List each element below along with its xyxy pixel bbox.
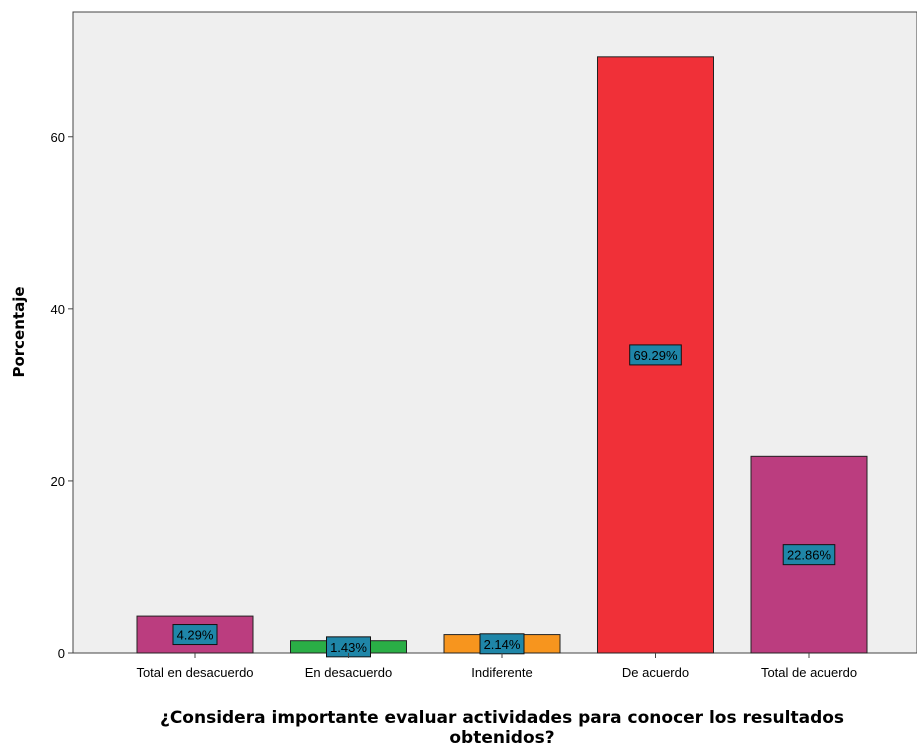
- x-axis-title-line-1: ¿Considera importante evaluar actividade…: [160, 708, 844, 728]
- y-tick-label: 60: [51, 130, 65, 145]
- x-tick-label: En desacuerdo: [305, 665, 392, 680]
- y-tick-label: 40: [51, 302, 65, 317]
- data-label: 1.43%: [330, 640, 367, 655]
- data-label-box: [782, 544, 836, 566]
- x-tick-label: Indiferente: [471, 665, 532, 680]
- x-tick-label: Total de acuerdo: [761, 665, 857, 680]
- data-label: 22.86%: [787, 548, 832, 563]
- x-axis-title-line-2: obtenidos?: [449, 728, 554, 748]
- data-label: 2.14%: [484, 637, 521, 652]
- data-label: 69.29%: [633, 348, 678, 363]
- x-axis: Total en desacuerdo En desacuerdo Indifere…: [136, 653, 857, 680]
- data-label-box: [629, 344, 682, 366]
- y-axis: 0 20 40 60: [51, 130, 73, 661]
- bars-group: 4.29% 1.43% 2.14% 69.29% 22.86%: [136, 56, 868, 658]
- y-tick-label: 0: [58, 646, 65, 661]
- y-axis-title: Porcentaje: [10, 286, 28, 377]
- data-label-box: [172, 624, 218, 646]
- y-tick-label: 20: [51, 474, 65, 489]
- x-tick-label: Total en desacuerdo: [136, 665, 253, 680]
- data-label: 4.29%: [177, 628, 214, 643]
- x-tick-label: De acuerdo: [622, 665, 689, 680]
